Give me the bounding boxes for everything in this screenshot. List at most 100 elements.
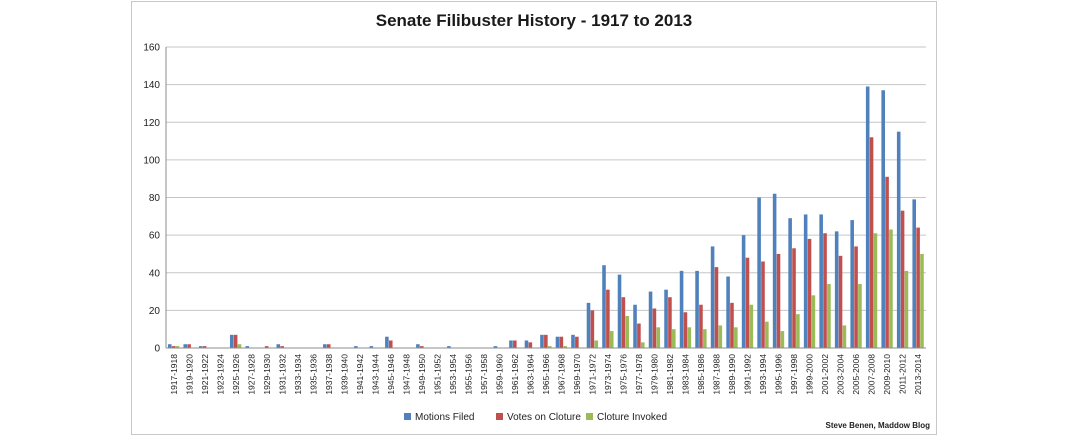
legend-swatch: [404, 413, 411, 420]
x-tick-label: 2007-2008: [867, 354, 877, 395]
bar-votes-on-cloture: [869, 137, 874, 348]
x-tick-label: 1971-1972: [588, 354, 598, 395]
bar-cloture-invoked: [609, 331, 614, 348]
bar-votes-on-cloture: [699, 304, 703, 348]
bar-votes-on-cloture: [823, 233, 827, 348]
bars: [167, 86, 924, 349]
y-tick-label: 160: [143, 43, 160, 54]
filibuster-chart: Senate Filibuster History - 1917 to 2013…: [143, 11, 931, 430]
x-tick-label: 1973-1974: [603, 354, 613, 395]
x-tick-label: 1957-1958: [479, 354, 489, 395]
bar-votes-on-cloture: [528, 342, 533, 348]
bar-cloture-invoked: [641, 342, 645, 348]
credit-text: Steve Benen, Maddow Blog: [826, 421, 931, 430]
bar-votes-on-cloture: [792, 248, 796, 348]
bar-motions-filed: [679, 270, 684, 348]
x-tick-label: 2005-2006: [851, 354, 861, 395]
x-tick-label: 1923-1924: [215, 354, 225, 395]
x-tick-label: 1919-1920: [184, 354, 194, 395]
bar-votes-on-cloture: [838, 255, 843, 348]
x-tick-label: 1949-1950: [417, 354, 427, 395]
x-tick-label: 1991-1992: [743, 354, 753, 395]
bar-votes-on-cloture: [730, 302, 734, 348]
x-tick-label: 1967-1968: [557, 354, 567, 395]
bar-motions-filed: [803, 214, 808, 348]
legend: Motions Filed Votes on Cloture Cloture Inv…: [404, 412, 667, 423]
x-tick-label: 1947-1948: [401, 354, 411, 395]
bar-votes-on-cloture: [187, 344, 191, 348]
x-tick-label: 1917-1918: [169, 354, 179, 395]
bar-motions-filed: [912, 199, 917, 348]
bar-motions-filed: [524, 340, 529, 348]
bar-cloture-invoked: [672, 329, 676, 348]
bar-votes-on-cloture: [171, 346, 176, 348]
bar-motions-filed: [571, 334, 575, 348]
bar-motions-filed: [772, 193, 777, 348]
x-tick-label: 1945-1946: [386, 354, 396, 395]
bar-motions-filed: [323, 344, 327, 348]
x-tick-label: 1965-1966: [541, 354, 551, 395]
x-tick-label: 1955-1956: [463, 354, 473, 395]
x-tick-label: 1963-1964: [525, 354, 535, 395]
bar-cloture-invoked: [842, 325, 847, 348]
bar-motions-filed: [710, 246, 715, 348]
y-tick-label: 0: [154, 344, 160, 355]
bar-motions-filed: [354, 346, 358, 348]
bar-motions-filed: [540, 334, 544, 348]
bar-votes-on-cloture: [885, 176, 889, 348]
y-tick-label: 140: [143, 80, 160, 91]
x-tick-label: 1999-2000: [805, 354, 815, 395]
bar-votes-on-cloture: [264, 346, 269, 348]
bar-cloture-invoked: [889, 229, 893, 348]
bar-votes-on-cloture: [637, 323, 641, 348]
bar-motions-filed: [416, 344, 420, 348]
bar-votes-on-cloture: [652, 308, 657, 348]
bar-votes-on-cloture: [776, 253, 781, 348]
bar-votes-on-cloture: [606, 289, 610, 348]
x-tick-label: 1983-1984: [681, 354, 691, 395]
bar-votes-on-cloture: [575, 336, 579, 348]
bar-motions-filed: [788, 218, 792, 348]
x-tick-label: 2009-2010: [882, 354, 892, 395]
x-tick-label: 1987-1988: [712, 354, 722, 395]
y-tick-label: 40: [149, 268, 161, 279]
bar-motions-filed: [586, 302, 591, 348]
bar-motions-filed: [664, 289, 668, 348]
bar-votes-on-cloture: [280, 346, 284, 348]
bar-votes-on-cloture: [419, 346, 424, 348]
x-tick-label: 1993-1994: [758, 354, 768, 395]
x-tick-label: 1921-1922: [200, 354, 210, 395]
bar-cloture-invoked: [920, 253, 924, 348]
legend-label: Motions Filed: [415, 412, 474, 423]
bar-cloture-invoked: [827, 284, 831, 348]
bar-cloture-invoked: [687, 327, 692, 348]
bar-votes-on-cloture: [900, 210, 905, 348]
x-tick-label: 2003-2004: [836, 354, 846, 395]
bar-cloture-invoked: [703, 329, 707, 348]
y-tick-label: 100: [143, 155, 160, 166]
bar-cloture-invoked: [796, 314, 800, 348]
bar-motions-filed: [648, 291, 653, 348]
legend-label: Cloture Invoked: [597, 412, 667, 423]
x-tick-label: 1959-1960: [494, 354, 504, 395]
bar-votes-on-cloture: [202, 346, 207, 348]
y-tick-label: 20: [149, 306, 161, 317]
bar-votes-on-cloture: [714, 267, 719, 348]
bar-cloture-invoked: [904, 270, 909, 348]
bar-votes-on-cloture: [668, 297, 672, 348]
y-tick-label: 60: [149, 231, 161, 242]
x-tick-label: 1953-1954: [448, 354, 458, 395]
y-tick-label: 120: [143, 118, 160, 129]
bar-cloture-invoked: [547, 346, 552, 348]
bar-cloture-invoked: [625, 316, 630, 348]
x-tick-label: 1931-1932: [277, 354, 287, 395]
x-tick-label: 2013-2014: [913, 354, 923, 395]
bar-cloture-invoked: [858, 284, 862, 348]
bar-motions-filed: [881, 90, 885, 349]
x-tick-label: 2001-2002: [820, 354, 830, 395]
bar-votes-on-cloture: [761, 261, 765, 348]
bar-motions-filed: [198, 346, 203, 348]
bar-motions-filed: [369, 346, 374, 348]
x-tick-label: 1995-1996: [774, 354, 784, 395]
x-tick-label: 1929-1930: [262, 354, 272, 395]
